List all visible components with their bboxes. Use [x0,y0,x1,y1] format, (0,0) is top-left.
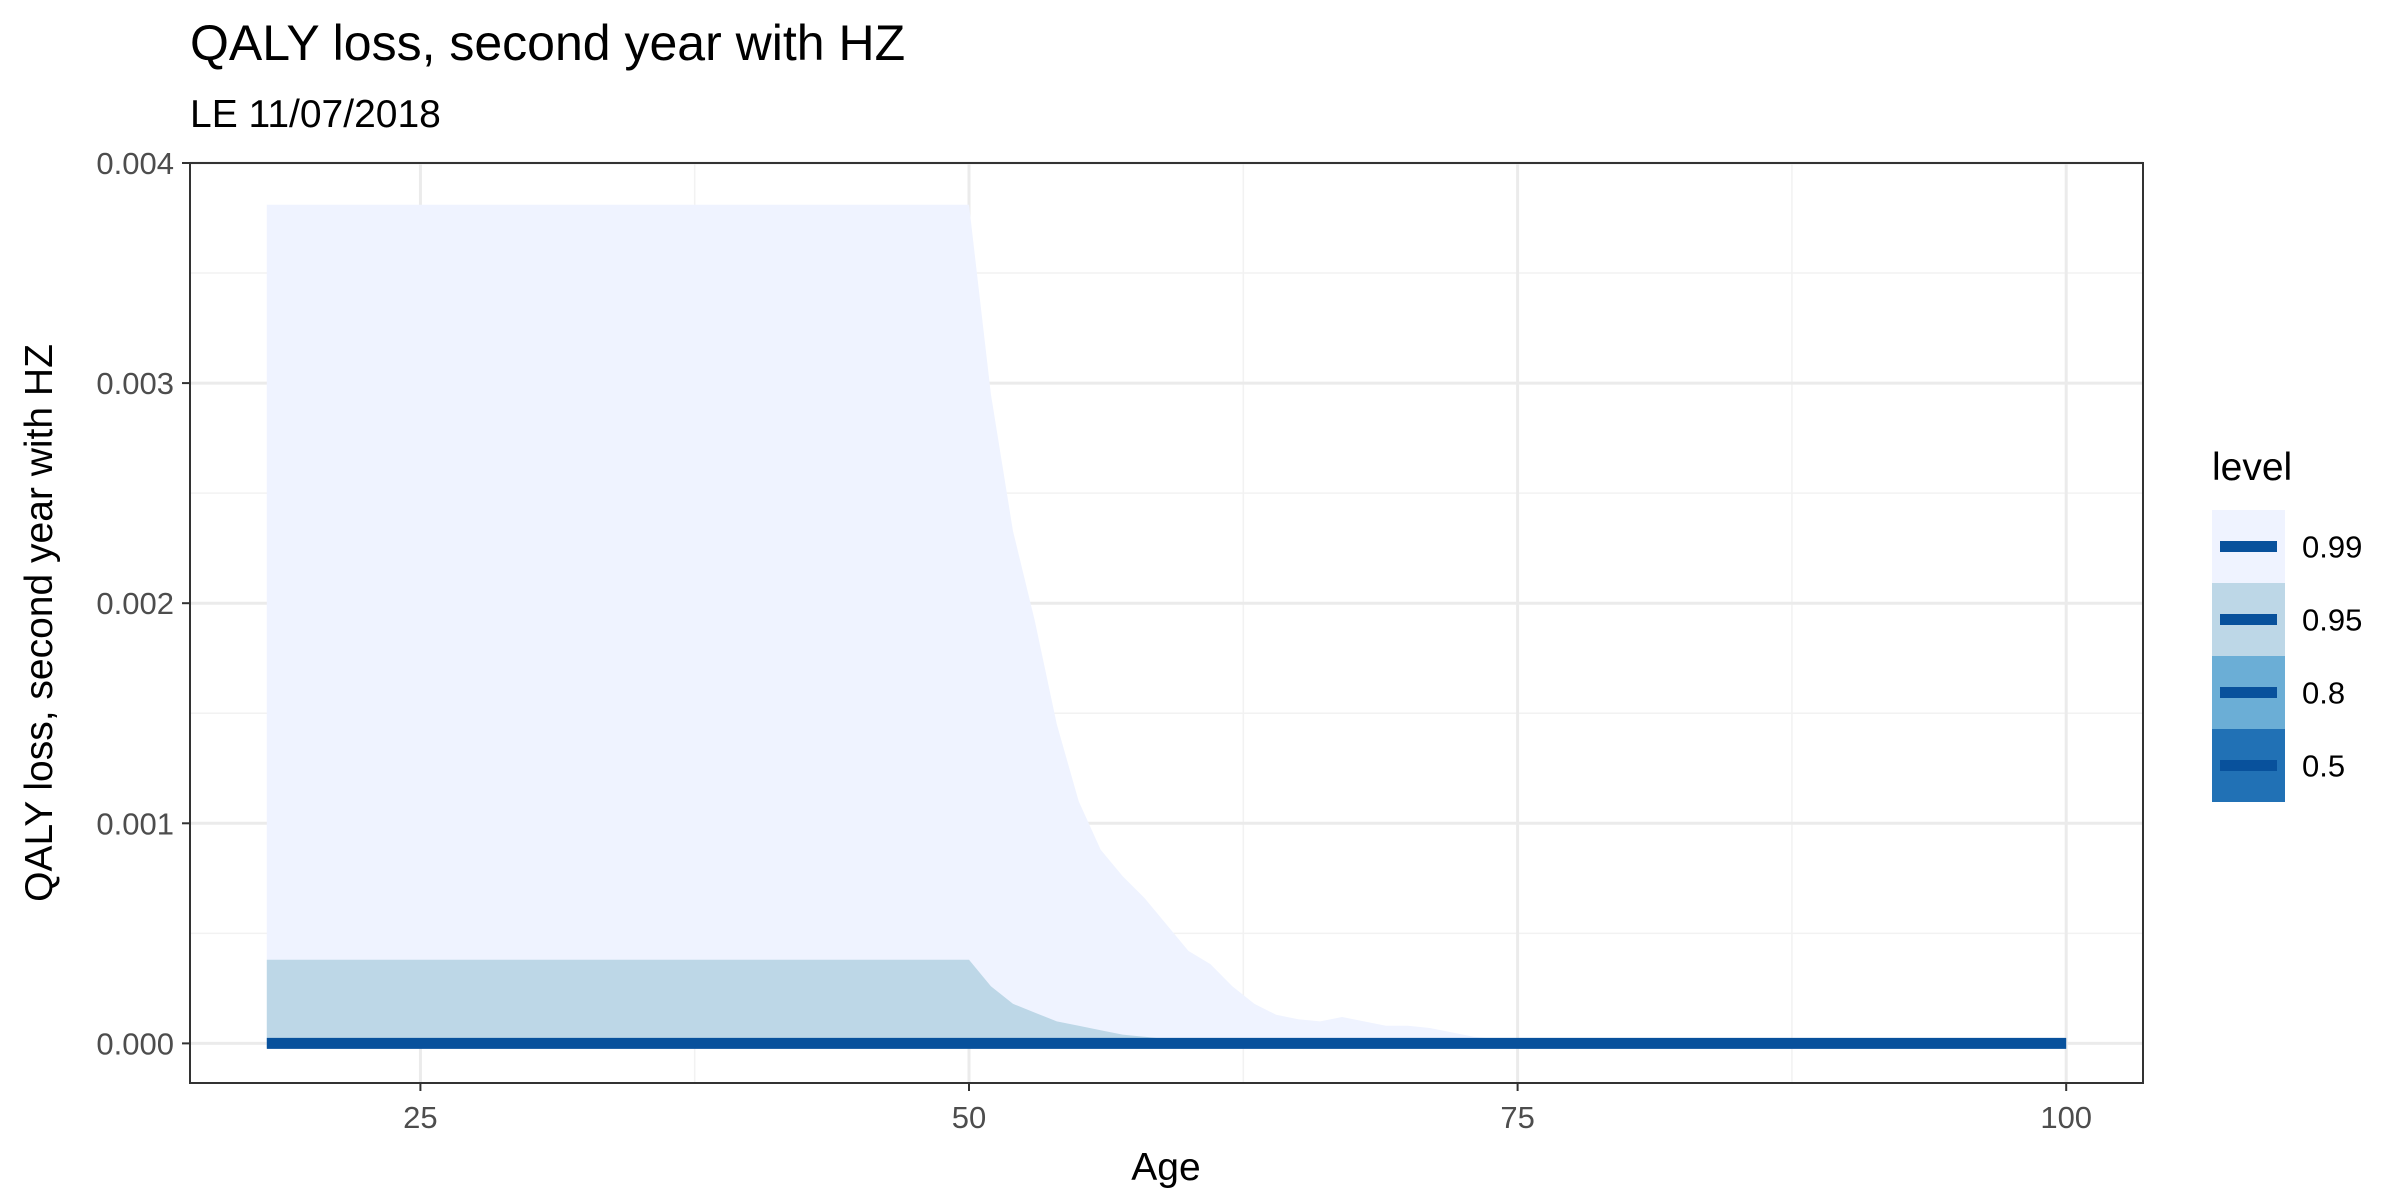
legend-label: 0.99 [2302,530,2362,565]
x-tick-label: 50 [952,1100,986,1135]
x-axis: 25 50 75 100 [403,1083,2092,1135]
y-axis: 0.000 0.001 0.002 0.003 0.004 [96,146,190,1061]
legend: level 0.99 0.95 0.8 0.5 [2212,446,2362,802]
plot-border [189,162,2144,1084]
legend-keys: 0.99 0.95 0.8 0.5 [2212,510,2362,802]
legend-label: 0.8 [2302,676,2345,711]
x-tick-label: 100 [2040,1100,2092,1135]
x-tick-label: 25 [403,1100,437,1135]
x-tick-label: 75 [1500,1100,1534,1135]
chart-subtitle: LE 11/07/2018 [190,93,441,136]
ribbon-bands [266,204,2067,1048]
y-axis-title: QALY loss, second year with HZ [18,344,61,902]
x-axis-title: Age [1131,1146,1200,1189]
y-tick-label: 0.000 [96,1026,174,1061]
legend-label: 0.5 [2302,749,2345,784]
chart-title: QALY loss, second year with HZ [190,15,905,71]
y-tick-label: 0.002 [96,586,174,621]
ribbon-band-0-95 [266,959,2067,1048]
legend-title: level [2212,446,2292,489]
y-tick-label: 0.004 [96,146,174,181]
ribbon-band-0-99 [266,204,2067,1048]
legend-label: 0.95 [2302,603,2362,638]
y-tick-label: 0.001 [96,806,174,841]
y-tick-label: 0.003 [96,366,174,401]
